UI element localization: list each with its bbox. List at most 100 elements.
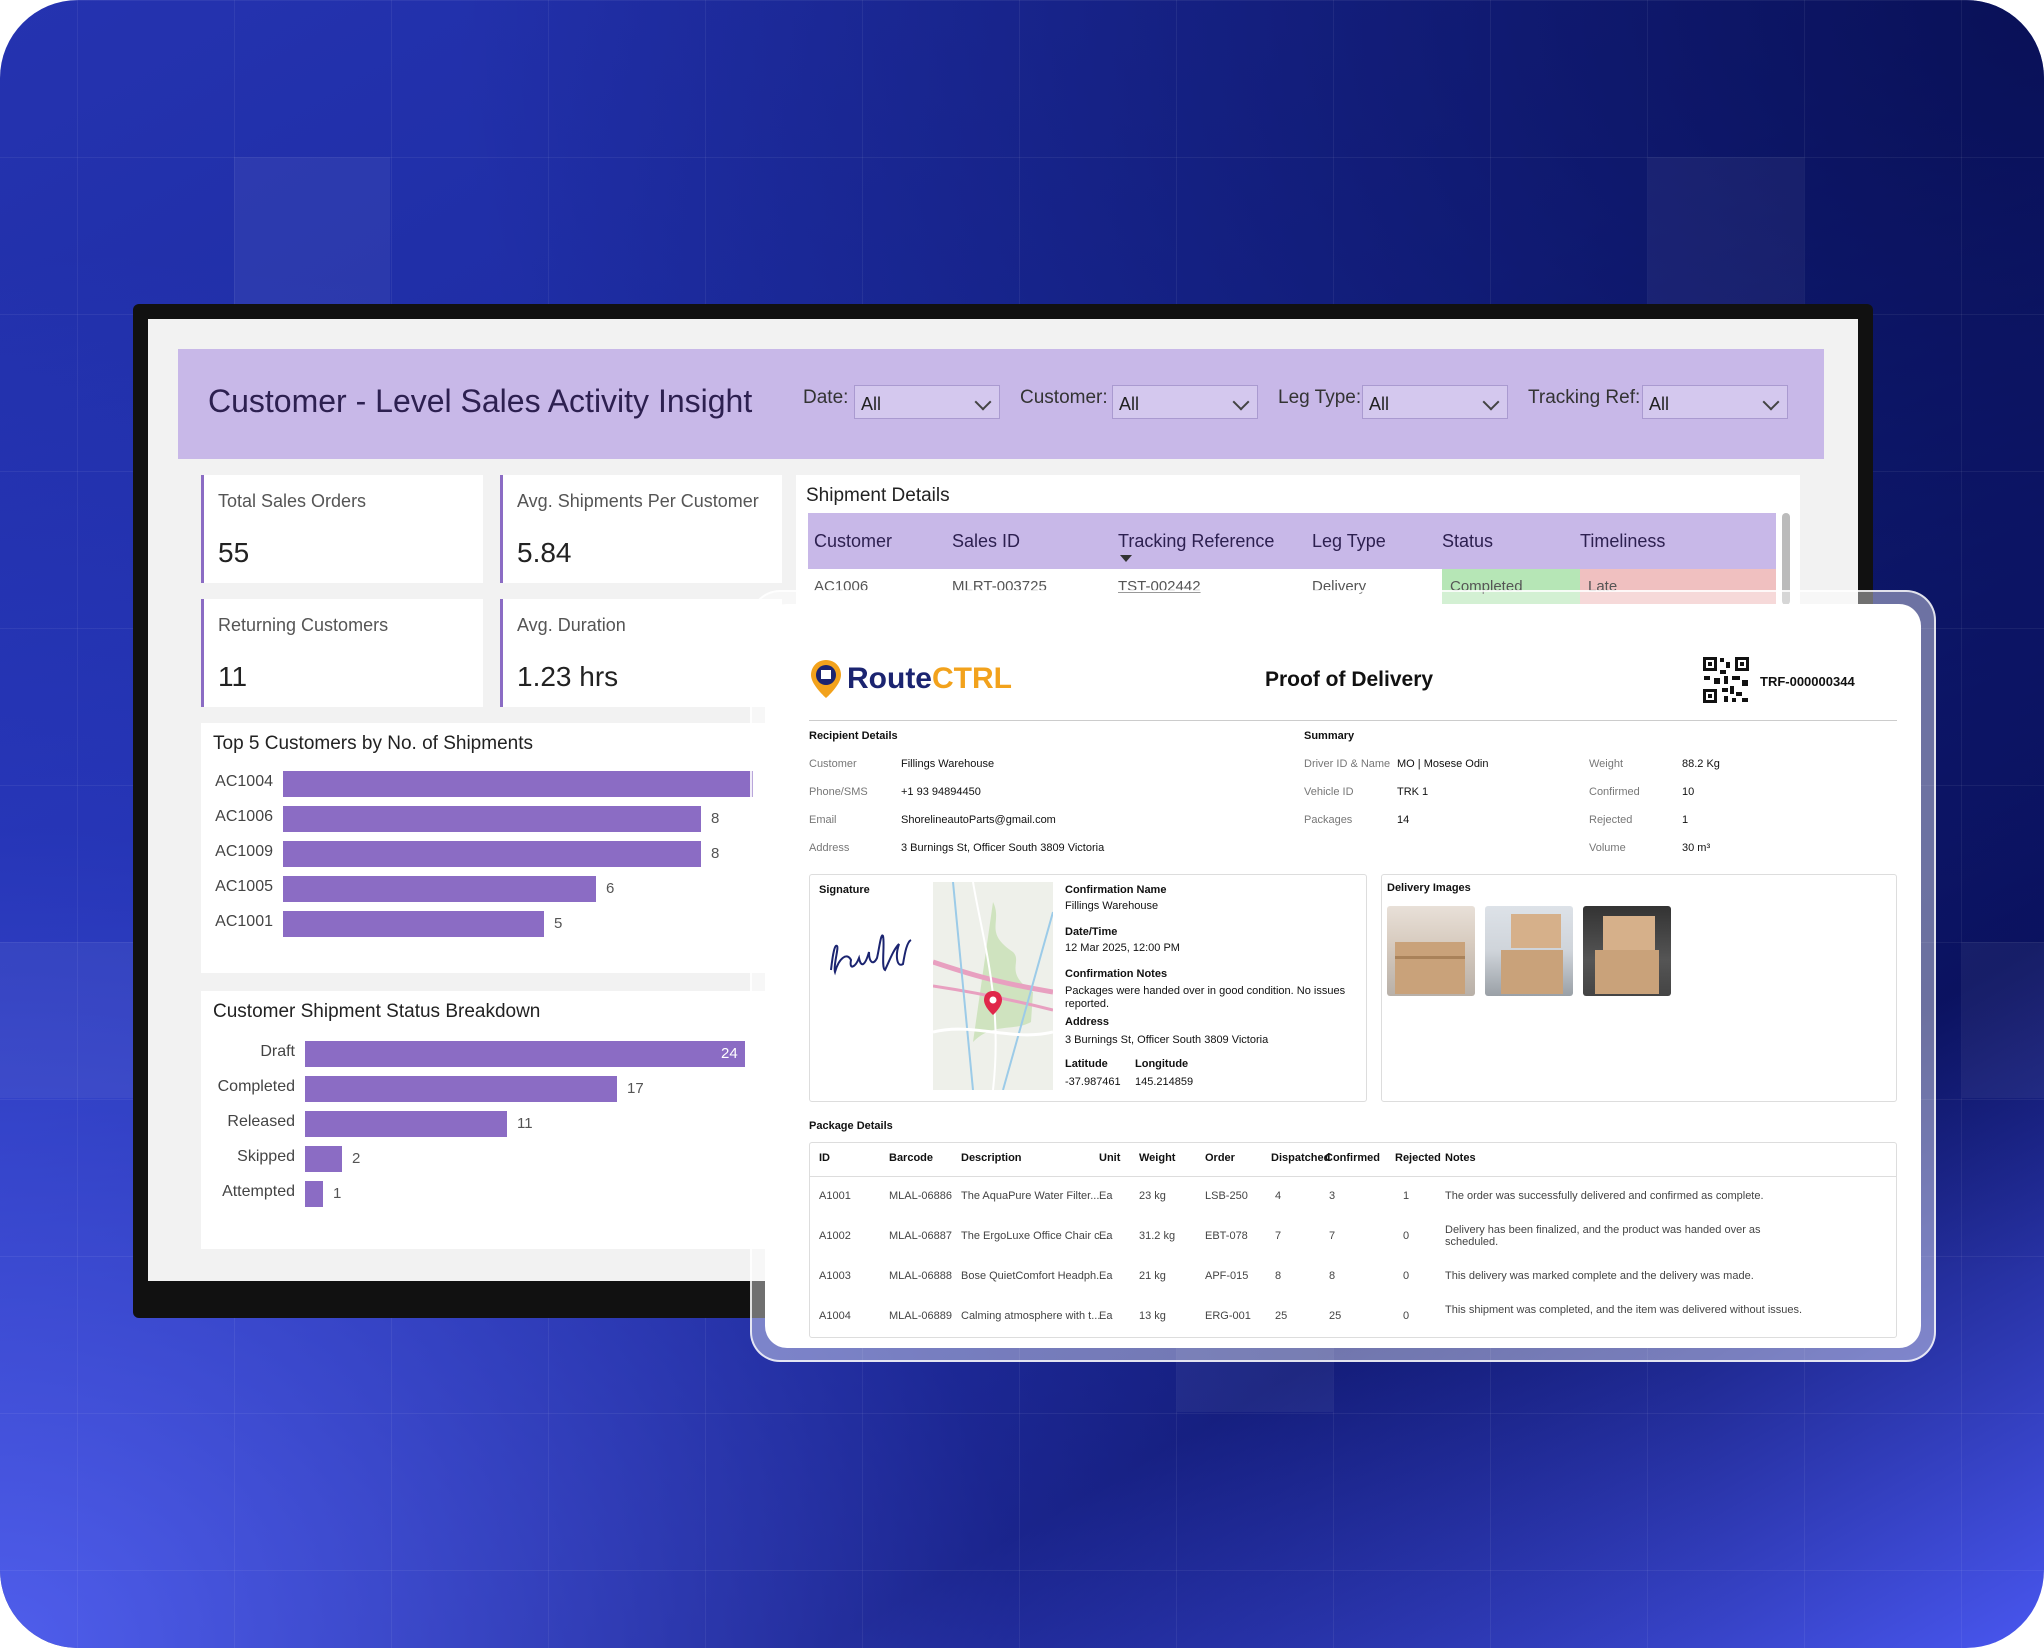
package-cell: EBT-078 (1205, 1230, 1248, 1242)
filter-label-leg-type: Leg Type: (1278, 387, 1362, 408)
delivery-photo-2[interactable] (1485, 906, 1573, 996)
recipient-phone-value: +1 93 94894450 (901, 786, 981, 798)
col-tracking-reference[interactable]: Tracking Reference (1118, 531, 1275, 551)
bar[interactable] (283, 771, 753, 797)
address-value: 3 Burnings St, Officer South 3809 Victor… (1065, 1034, 1269, 1046)
location-pin-logo-icon (811, 660, 841, 698)
top-customers-chart: Top 5 Customers by No. of Shipments AC10… (201, 723, 781, 973)
data-label: 5 (554, 915, 563, 932)
conf-name-label: Confirmation Name (1065, 884, 1167, 896)
map-pin-icon (984, 991, 1002, 1015)
recipient-customer-value: Fillings Warehouse (901, 758, 995, 770)
divider (809, 1176, 1897, 1177)
package-cell: Calming atmosphere with t... (961, 1310, 1101, 1322)
filter-leg-type-select[interactable]: All (1362, 385, 1508, 419)
category-label: AC1005 (215, 878, 273, 895)
bar[interactable] (283, 911, 544, 937)
signature-heading: Signature (819, 884, 870, 896)
summary-vehicle-label: Vehicle ID (1304, 786, 1354, 798)
col-status[interactable]: Status (1442, 531, 1494, 551)
shipment-details-title: Shipment Details (806, 485, 950, 506)
category-label: AC1001 (215, 913, 273, 930)
bar[interactable] (305, 1181, 323, 1207)
package-col-header: ID (819, 1152, 830, 1164)
conf-name-value: Fillings Warehouse (1065, 900, 1159, 912)
filter-date-select[interactable]: All (854, 385, 1000, 419)
bar[interactable] (305, 1041, 745, 1067)
category-label: Draft (260, 1043, 295, 1060)
status-breakdown-chart: Customer Shipment Status Breakdown Draft… (201, 991, 781, 1249)
col-leg-type[interactable]: Leg Type (1312, 531, 1386, 551)
package-cell: The order was successfully delivered and… (1445, 1190, 1764, 1202)
category-label: AC1006 (215, 808, 273, 825)
delivery-photo-3[interactable] (1583, 906, 1671, 996)
data-label: 1 (333, 1185, 342, 1202)
col-timeliness[interactable]: Timeliness (1580, 531, 1666, 551)
map-thumbnail[interactable] (933, 882, 1053, 1090)
dashboard-header: Customer - Level Sales Activity Insight … (178, 349, 1824, 459)
summary-volume-value: 30 m³ (1682, 842, 1711, 854)
chart-title: Top 5 Customers by No. of Shipments (213, 733, 533, 754)
chevron-down-icon (1232, 393, 1250, 411)
package-cell: This delivery was marked complete and th… (1445, 1270, 1754, 1282)
summary-packages-label: Packages (1304, 814, 1353, 826)
bar[interactable] (283, 841, 701, 867)
scrollbar[interactable] (1782, 513, 1790, 605)
chevron-down-icon (1482, 393, 1500, 411)
filter-tracking-ref-select[interactable]: All (1642, 385, 1788, 419)
shipment-details-table: Shipment Details Customer Sales ID Track… (796, 475, 1800, 605)
summary-driver-label: Driver ID & Name (1304, 758, 1391, 770)
summary-rejected-value: 1 (1682, 814, 1689, 826)
delivery-photo-1[interactable] (1387, 906, 1475, 996)
address-label: Address (1065, 1016, 1110, 1028)
kpi-avg-shipments: Avg. Shipments Per Customer 5.84 (500, 475, 782, 583)
package-cell: 13 kg (1139, 1310, 1166, 1322)
package-col-header: Rejected (1395, 1152, 1441, 1164)
package-cell: 0 (1403, 1230, 1410, 1242)
bar[interactable] (283, 806, 701, 832)
package-cell: 31.2 kg (1139, 1230, 1176, 1242)
package-cell: 0 (1403, 1270, 1410, 1282)
bar[interactable] (305, 1076, 617, 1102)
data-label: 6 (606, 880, 615, 897)
bar[interactable] (305, 1111, 507, 1137)
package-cell: 1 (1403, 1190, 1410, 1202)
package-cell: Delivery has been finalized, and the pro… (1445, 1224, 1761, 1248)
table-header: Customer Sales ID Tracking Reference Leg… (808, 513, 1776, 569)
recipient-address-label: Address (809, 842, 850, 854)
sort-down-icon[interactable] (1120, 555, 1132, 562)
tracking-reference: TRF-000000344 (1760, 674, 1855, 689)
latitude-label: Latitude (1065, 1058, 1108, 1070)
col-sales-id[interactable]: Sales ID (952, 531, 1021, 551)
package-cell: ERG-001 (1205, 1310, 1251, 1322)
delivery-images-panel (1381, 874, 1897, 1102)
package-cell: MLAL-06888 (889, 1270, 952, 1282)
package-cell: 23 kg (1139, 1190, 1166, 1202)
chevron-down-icon (974, 393, 992, 411)
summary-confirmed-value: 10 (1682, 786, 1695, 798)
filter-customer-select[interactable]: All (1112, 385, 1258, 419)
delivery-images-heading: Delivery Images (1387, 882, 1471, 894)
filter-label-date: Date: (803, 387, 849, 408)
pod-title: Proof of Delivery (1265, 668, 1434, 691)
kpi-avg-duration: Avg. Duration 1.23 hrs (500, 599, 782, 707)
filter-label-tracking-ref: Tracking Ref: (1528, 387, 1641, 408)
recipient-phone-label: Phone/SMS (809, 786, 868, 798)
package-col-header: Unit (1099, 1152, 1121, 1164)
package-col-header: Notes (1445, 1152, 1476, 1164)
package-cell: A1001 (819, 1190, 851, 1202)
data-label: 17 (627, 1080, 644, 1097)
package-col-header: Order (1205, 1152, 1235, 1164)
package-cell: This shipment was completed, and the ite… (1445, 1304, 1803, 1316)
longitude-value: 145.214859 (1135, 1076, 1194, 1088)
col-customer[interactable]: Customer (814, 531, 893, 551)
bar[interactable] (305, 1146, 342, 1172)
recipient-email-label: Email (809, 814, 837, 826)
conf-notes-label: Confirmation Notes (1065, 968, 1168, 980)
status-cell (1442, 569, 1580, 605)
bar[interactable] (283, 876, 596, 902)
category-label: Completed (217, 1078, 295, 1095)
category-label: Skipped (237, 1148, 295, 1165)
summary-driver-value: MO | Mosese Odin (1397, 758, 1489, 770)
brand-logo: RouteCTRL (847, 662, 1012, 695)
